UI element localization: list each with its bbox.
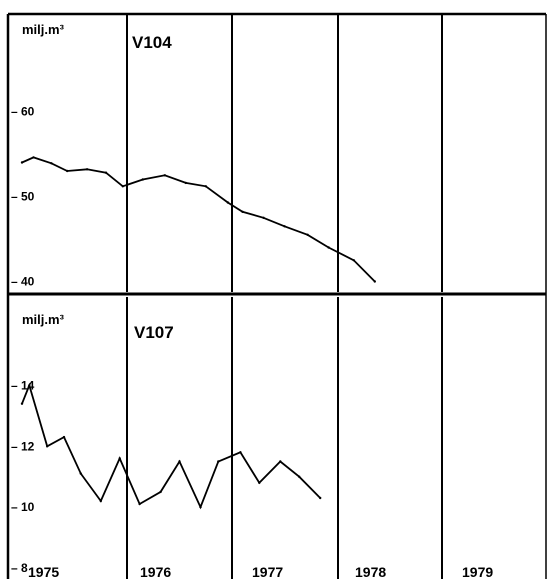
panel1-data-point-2 <box>50 162 53 165</box>
year-label-1977: 1977 <box>252 564 283 579</box>
panel1-data-point-11 <box>226 201 229 204</box>
panel1-ytick-label-60: – 60 <box>11 105 35 119</box>
panel2-data-point-16 <box>319 496 322 500</box>
panel2-unit-label: milj.m³ <box>22 312 65 327</box>
panel2-data-point-9 <box>178 460 181 463</box>
panel1-data-point-18 <box>373 280 376 283</box>
panel2-data-point-15 <box>298 475 301 478</box>
panel1-unit-label: milj.m³ <box>22 22 65 37</box>
panel2-data-point-8 <box>159 490 162 494</box>
panel2-ytick-label-10: – 10 <box>11 500 35 514</box>
panel2-data-point-1 <box>28 384 31 387</box>
panel2-ytick-label-12: – 12 <box>11 439 35 453</box>
panel1-data-point-17 <box>352 259 355 262</box>
year-label-1978: 1978 <box>355 564 386 579</box>
panel2-data-point-2 <box>46 445 49 448</box>
panel1-data-point-9 <box>184 181 187 185</box>
panel2-title: V107 <box>134 323 174 342</box>
year-label-1979: 1979 <box>462 564 493 579</box>
panel1-data-point-16 <box>327 246 330 249</box>
panel2-series-line <box>21 382 321 510</box>
panel2-data-point-4 <box>79 472 83 475</box>
panel1-data-point-8 <box>163 174 166 177</box>
panel1-data-point-15 <box>306 233 309 236</box>
chart-line-layer <box>20 156 376 510</box>
panel1-ytick-label-40: – 40 <box>11 275 35 289</box>
panel1-data-point-6 <box>121 185 125 188</box>
panel1-data-point-7 <box>141 178 144 181</box>
chart-frame <box>6 12 547 579</box>
panel1-title: V104 <box>132 33 172 52</box>
panel1-data-point-12 <box>241 210 244 213</box>
panel2-data-point-5 <box>99 499 103 503</box>
panel2-data-point-7 <box>138 502 141 506</box>
panel2-data-point-10 <box>199 505 202 509</box>
panel2-data-point-6 <box>118 457 121 460</box>
panel1-series-line <box>21 156 376 283</box>
panel2-data-point-13 <box>258 481 261 484</box>
panel1-data-point-14 <box>283 225 286 228</box>
panel2-data-point-14 <box>279 460 282 463</box>
panel1-data-point-10 <box>204 185 207 188</box>
panel2-ytick-label-8: – 8 <box>11 561 28 575</box>
panel1-data-point-5 <box>104 171 108 174</box>
panel2-data-point-3 <box>62 435 66 439</box>
panel1-ytick-label-50: – 50 <box>11 190 35 204</box>
panel2-data-point-0 <box>20 402 24 405</box>
year-label-1976: 1976 <box>140 564 171 579</box>
year-label-1975: 1975 <box>28 564 59 579</box>
panel1-data-point-0 <box>20 161 24 164</box>
chart-text-layer: milj.m³ V104 – 40 – 50 – 60 milj.m³ V107 – 8 – 1… <box>11 22 493 579</box>
panel1-data-point-4 <box>85 168 89 171</box>
panel1-data-point-13 <box>262 216 265 219</box>
panel1-data-point-1 <box>32 156 35 159</box>
panel2-data-point-12 <box>239 451 242 454</box>
panel1-data-point-3 <box>66 169 69 173</box>
panel2-data-point-11 <box>217 460 220 463</box>
